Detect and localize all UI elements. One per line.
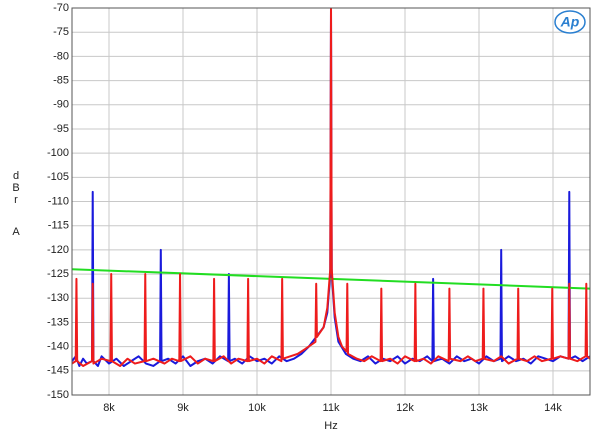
y-tick-label: -135 [47, 316, 69, 328]
plot-frame [71, 7, 591, 396]
y-axis-label: B [12, 182, 19, 194]
x-tick-label: 9k [177, 402, 189, 414]
x-axis-label: Hz [324, 420, 337, 432]
spectrum-line [72, 8, 590, 367]
x-tick-label: 10k [248, 402, 266, 414]
y-tick-label: -130 [47, 292, 69, 304]
logo: Ap [554, 10, 586, 34]
x-tick-label: 8k [103, 402, 115, 414]
y-tick-label: -125 [47, 268, 69, 280]
y-tick-label: -90 [53, 99, 69, 111]
y-tick-label: -95 [53, 123, 69, 135]
spectrum-line [72, 268, 590, 290]
y-tick-label: -110 [48, 195, 69, 207]
x-tick-label: 11k [323, 402, 340, 414]
y-tick-label: -105 [47, 171, 69, 183]
x-tick-label: 13k [470, 402, 488, 414]
x-tick-label: 12k [396, 402, 414, 414]
y-tick-label: -145 [47, 365, 69, 377]
y-tick-label: -120 [47, 244, 69, 256]
logo-ring [554, 10, 586, 34]
y-tick-label: -75 [53, 26, 69, 38]
y-tick-label: -140 [47, 341, 69, 353]
y-axis-label: A [12, 226, 20, 238]
x-tick-label: 14k [544, 402, 562, 414]
y-axis-label: d [13, 170, 19, 182]
labels: -70 -75 -80 -85 -90 -95 -100 -105 -110 -115 -120 -1… [12, 2, 562, 432]
logo-text: Ap [560, 14, 580, 30]
y-tick-label: -85 [53, 74, 69, 86]
traces [72, 8, 590, 367]
y-tick-label: -70 [53, 2, 69, 14]
y-tick-label: -115 [48, 220, 69, 232]
y-tick-label: -150 [47, 389, 69, 401]
y-axis-label: r [14, 194, 18, 206]
y-tick-label: -80 [53, 50, 69, 62]
y-tick-label: -100 [47, 147, 69, 159]
